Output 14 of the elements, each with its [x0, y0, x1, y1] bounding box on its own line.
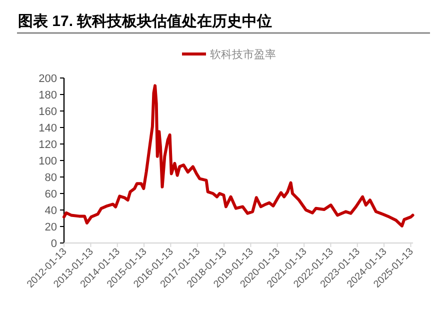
y-tick-label: 100 [38, 156, 57, 168]
y-tick-label: 0 [50, 238, 57, 250]
y-tick-label: 60 [44, 188, 57, 200]
y-tick-label: 160 [38, 106, 57, 118]
y-tick-label: 20 [44, 222, 57, 234]
line-series [62, 84, 414, 228]
legend-label: 软科技市盈率 [210, 48, 276, 61]
chart-title: 图表 17. 软科技板块估值处在历史中位 [18, 13, 272, 30]
y-tick-label: 200 [38, 73, 57, 85]
y-tick-label: 120 [38, 139, 57, 151]
y-tick-label: 140 [38, 122, 57, 134]
y-tick-label: 80 [44, 172, 57, 184]
y-tick-label: 40 [44, 205, 57, 217]
y-tick-label: 180 [38, 90, 57, 102]
